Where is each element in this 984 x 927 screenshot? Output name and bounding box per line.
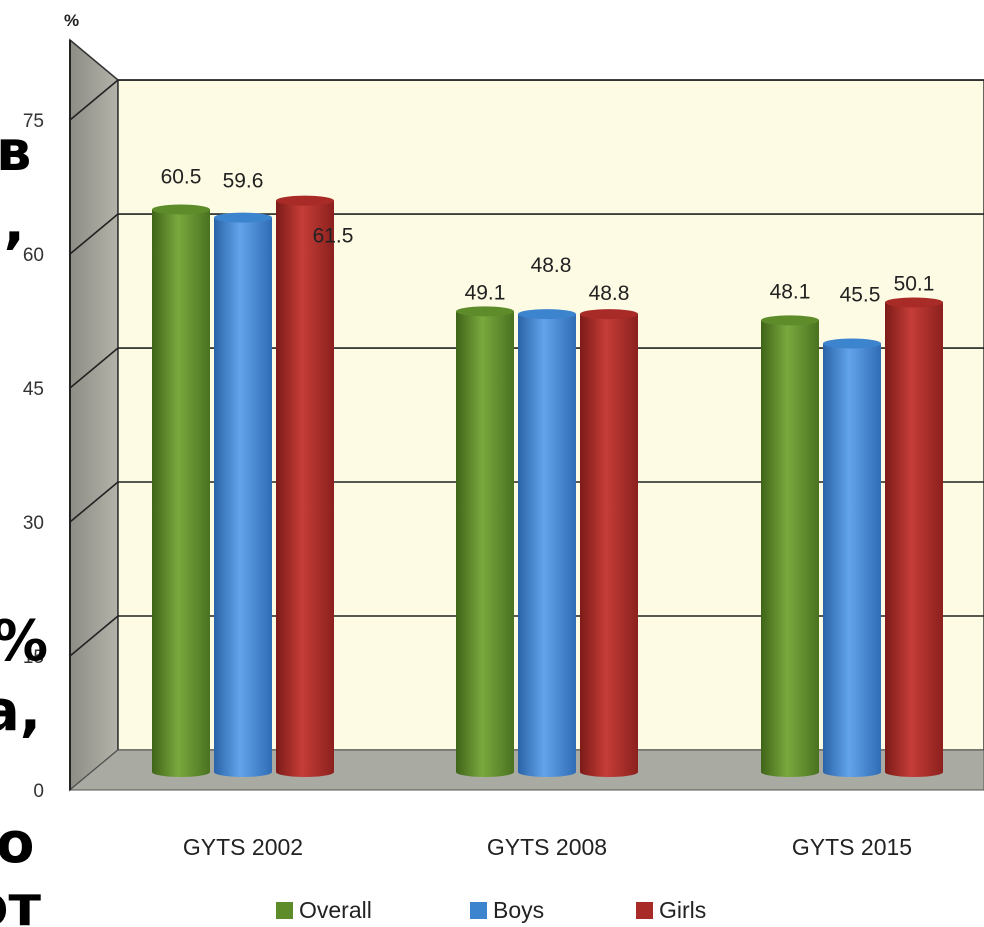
legend-item-boys: Boys — [470, 897, 544, 923]
gridline-side — [69, 347, 119, 389]
bar-top — [214, 212, 272, 223]
y-axis-unit-label: % — [64, 11, 79, 30]
bar-base — [276, 767, 334, 777]
bar-base — [580, 767, 638, 777]
legend-swatch — [276, 902, 293, 919]
y-axis-ticks: 0 15 30 45 60 75 — [23, 111, 44, 802]
bar-body — [456, 311, 514, 772]
bar-base — [823, 767, 881, 777]
bar-base — [518, 767, 576, 777]
background-fragment: ), — [0, 191, 25, 256]
x-category-label: GYTS 2015 — [792, 834, 912, 860]
y-tick-label: 30 — [23, 513, 44, 534]
data-label: 45.5 — [840, 284, 881, 307]
y-tick-label: 60 — [23, 245, 44, 266]
bar-top — [885, 297, 943, 308]
bar-body — [518, 314, 576, 772]
bar-body — [214, 217, 272, 772]
legend-label: Overall — [299, 897, 372, 923]
bar-body — [885, 302, 943, 772]
gridline-side — [69, 79, 119, 121]
y-tick-label: 75 — [23, 111, 44, 132]
data-label: 48.8 — [589, 282, 630, 305]
bar-base — [152, 767, 210, 777]
legend-item-girls: Girls — [636, 897, 706, 923]
bar-top — [152, 204, 210, 215]
legend-label: Boys — [493, 897, 544, 923]
legend-item-overall: Overall — [276, 897, 372, 923]
data-label: 59.6 — [223, 170, 264, 193]
gridline-side — [69, 615, 119, 657]
background-text-fragments: в ), % а, о от — [0, 119, 48, 927]
x-axis-categories: GYTS 2002 GYTS 2008 GYTS 2015 — [183, 834, 912, 860]
bar-top — [518, 309, 576, 320]
y-tick-label: 45 — [23, 379, 44, 400]
chart-side-wall — [69, 38, 119, 792]
bar-top — [456, 306, 514, 317]
legend-swatch — [470, 902, 487, 919]
bar-top — [761, 315, 819, 326]
background-fragment: % — [0, 609, 48, 674]
gridline-side — [69, 481, 119, 523]
bar-base — [885, 767, 943, 777]
bar-top — [823, 338, 881, 349]
data-label: 49.1 — [465, 281, 506, 304]
x-category-label: GYTS 2008 — [487, 834, 607, 860]
legend-swatch — [636, 902, 653, 919]
data-label: 60.5 — [161, 166, 202, 189]
data-label: 61.5 — [313, 225, 354, 248]
background-fragment: от — [0, 874, 41, 927]
bar-base — [214, 767, 272, 777]
background-fragment: а, — [0, 679, 41, 744]
background-fragment: о — [0, 811, 34, 876]
bar-body — [823, 343, 881, 772]
bar-base — [456, 767, 514, 777]
legend-label: Girls — [659, 897, 706, 923]
bar-top — [276, 195, 334, 206]
bar-girls-3 — [885, 297, 943, 777]
y-tick-label: 15 — [23, 647, 44, 668]
bar-body — [152, 209, 210, 773]
data-labels: 60.5 59.6 61.5 49.1 48.8 48.8 48.1 45.5 50.1 — [161, 166, 935, 307]
bar-boys-3 — [823, 338, 881, 777]
data-label: 48.1 — [770, 280, 811, 303]
gridline-side — [69, 213, 119, 255]
bar-girls-1 — [276, 195, 334, 777]
y-tick-label: 0 — [33, 781, 44, 802]
bars — [152, 195, 943, 777]
data-label: 50.1 — [894, 272, 935, 295]
bar-top — [580, 309, 638, 320]
data-label: 48.8 — [531, 254, 572, 277]
bar-overall-2 — [456, 306, 514, 777]
bar-boys-2 — [518, 309, 576, 777]
bar-body — [580, 314, 638, 772]
bar-overall-1 — [152, 204, 210, 777]
legend: Overall Boys Girls — [276, 897, 706, 923]
bar-girls-2 — [580, 309, 638, 777]
bar-body — [761, 320, 819, 772]
bar-boys-1 — [214, 212, 272, 777]
bar-base — [761, 767, 819, 777]
background-fragment: в — [0, 119, 31, 184]
bar-overall-3 — [761, 315, 819, 777]
bar-body — [276, 200, 334, 773]
x-category-label: GYTS 2002 — [183, 834, 303, 860]
